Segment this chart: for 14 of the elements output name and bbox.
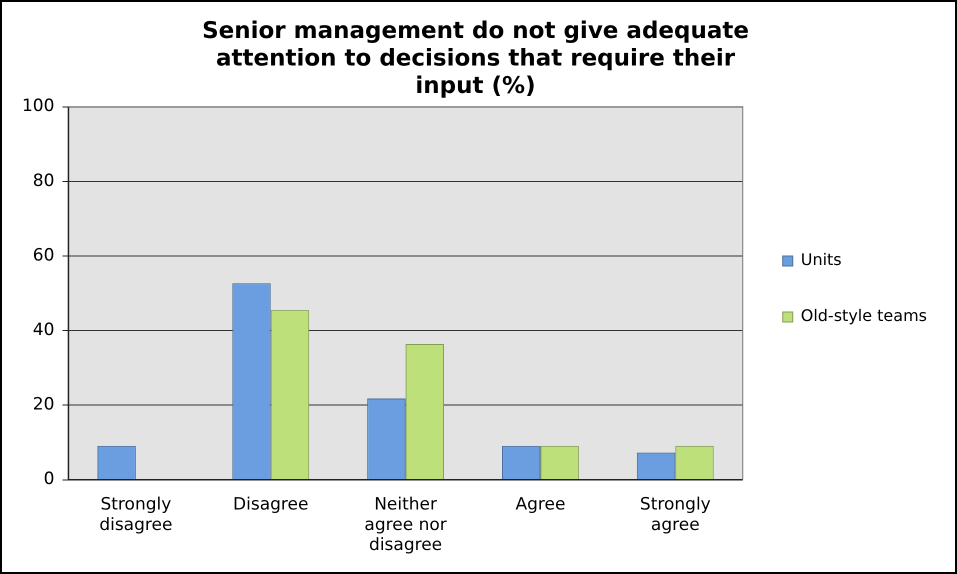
x-tick-label: Neither agree nor disagree — [364, 494, 447, 556]
y-tick-label: 20 — [32, 394, 54, 415]
legend-label: Units — [800, 250, 842, 270]
x-tick-label: Agree — [515, 494, 566, 514]
x-tick-label: Strongly disagree — [99, 494, 172, 535]
y-tick-label: 0 — [44, 469, 54, 490]
x-tick-label: Strongly agree — [640, 494, 711, 535]
chart-title: Senior management do not give adequate attention to decisions that require their input (%) — [202, 18, 749, 99]
x-tick-label: Disagree — [233, 494, 308, 514]
y-tick-label: 100 — [22, 96, 54, 116]
y-tick-label: 60 — [32, 245, 54, 266]
y-tick-label: 40 — [32, 320, 54, 340]
y-tick-label: 80 — [32, 170, 54, 191]
legend-label: Old-style teams — [800, 306, 927, 326]
